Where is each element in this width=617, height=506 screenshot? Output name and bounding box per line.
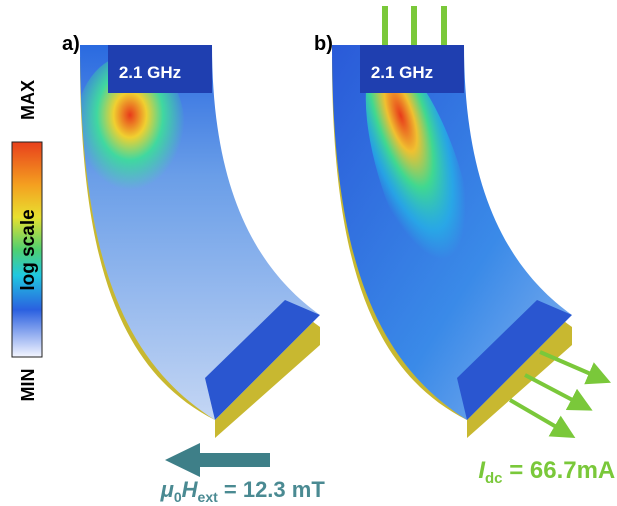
field-quantity: H — [182, 477, 199, 502]
field-label: μ0Hext = 12.3 mT — [130, 477, 343, 505]
field-value: = 12.3 mT — [218, 477, 326, 502]
panel-label: a) — [62, 33, 80, 55]
figure: MAX MIN log scale 2.1 GHz a) 2.1 GHz b) — [0, 0, 617, 506]
frequency-label: 2.1 GHz — [119, 63, 181, 82]
panel-label: b) — [314, 33, 333, 55]
panel-b: 2.1 GHz b) — [314, 6, 600, 438]
colorbar-min: MIN — [18, 369, 38, 402]
field-symbol: μ — [160, 477, 174, 502]
frequency-label: 2.1 GHz — [371, 63, 433, 82]
field-arrow — [165, 443, 270, 477]
current-label: Idc = 66.7mA — [445, 457, 617, 487]
field-symbol-sub: 0 — [174, 489, 182, 505]
colorbar-max: MAX — [18, 80, 38, 120]
panel-a: 2.1 GHz a) — [62, 33, 320, 438]
colorbar-title: log scale — [18, 209, 39, 290]
current-symbol-sub: dc — [485, 470, 503, 487]
current-value: = 66.7mA — [503, 457, 615, 484]
field-quantity-sub: ext — [198, 489, 219, 505]
